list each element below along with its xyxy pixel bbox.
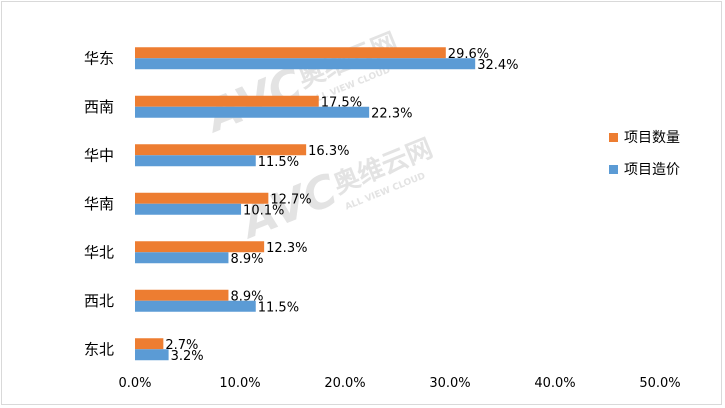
data-label: 2.7% [165,338,198,353]
data-label: 22.3% [371,106,412,121]
data-label: 32.4% [477,58,518,73]
legend-swatch [609,133,618,142]
bar-count [135,144,307,156]
bar-count [135,95,319,107]
bar-cost [135,58,476,70]
category-label: 华东 [84,49,114,67]
data-label: 12.3% [266,241,307,256]
x-tick-label: 10.0% [219,376,260,391]
data-label: 17.5% [321,95,362,110]
legend-label: 项目数量 [624,130,680,146]
plot-area: 29.6%32.4% 17.5% 22.3% 16.3% 11.5% 12.7%10.1%… [135,47,519,364]
bar-cost [135,252,229,264]
category-label: 华北 [84,243,114,261]
bar-count [135,192,269,204]
data-label: 3.2% [171,349,204,364]
bar-count [135,241,265,253]
data-label: 16.3% [308,144,349,159]
x-tick-label: 0.0% [118,376,151,391]
legend-label: 项目造价 [624,162,680,178]
data-label: 12.7% [270,192,311,207]
legend-swatch [609,165,618,174]
bar-count [135,47,446,59]
value-axis: 0.0% 10.0% 20.0% 30.0% 40.0% 50.0% [118,376,680,391]
x-tick-label: 50.0% [639,376,680,391]
category-label: 华南 [84,195,114,213]
bar-count [135,338,164,350]
category-label: 西北 [84,292,114,310]
data-label: 11.5% [258,155,299,170]
x-tick-label: 40.0% [534,376,575,391]
bar-cost [135,349,169,361]
data-label: 8.9% [230,289,263,304]
bar-count [135,289,229,301]
data-label: 11.5% [258,300,299,315]
x-tick-label: 30.0% [429,376,470,391]
category-label: 华中 [84,146,114,164]
bar-cost [135,155,256,167]
x-tick-label: 20.0% [324,376,365,391]
category-label: 西南 [84,98,114,116]
category-label: 东北 [84,340,114,358]
data-label: 29.6% [448,47,489,62]
bar-cost [135,106,370,118]
watermark-top: AVC 奥维云网 ALL VIEW CLOUD [197,27,402,144]
data-label: 8.9% [230,252,263,267]
bar-cost [135,203,242,215]
bar-cost [135,300,256,312]
data-label: 10.1% [243,203,284,218]
